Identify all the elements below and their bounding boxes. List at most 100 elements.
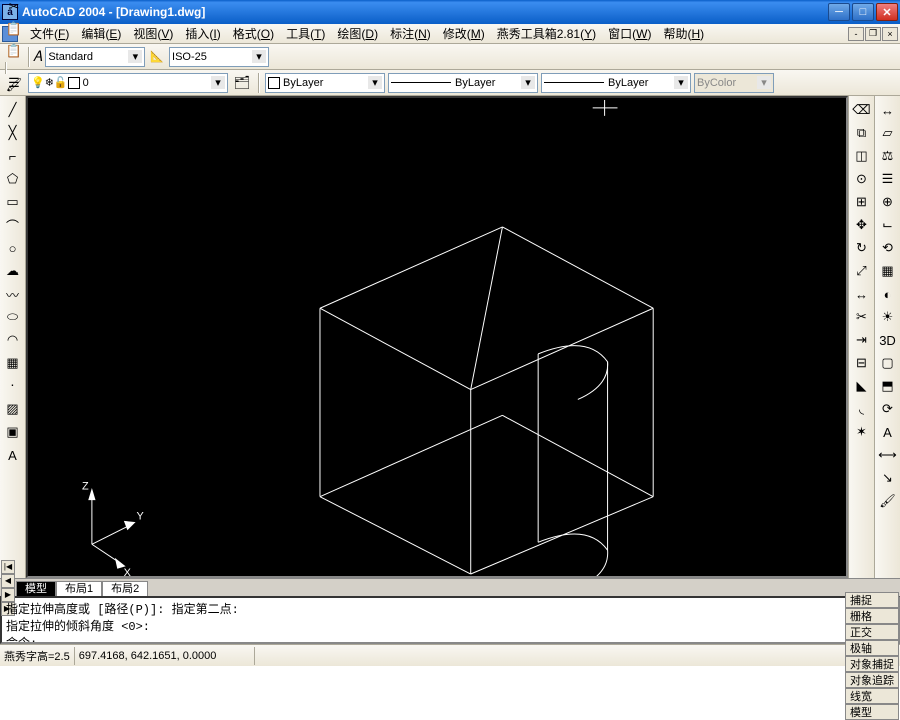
status-toggle-6[interactable]: 线宽 xyxy=(845,688,899,704)
drawing-canvas[interactable]: ZYX xyxy=(26,96,848,578)
std-tool-5[interactable]: ✂ xyxy=(3,0,25,18)
status-toggle-3[interactable]: 极轴 xyxy=(845,640,899,656)
pline-icon[interactable]: ⌐ xyxy=(2,145,24,167)
menu-d[interactable]: 绘图(D) xyxy=(331,27,384,41)
status-toggle-5[interactable]: 对象追踪 xyxy=(845,672,899,688)
layer-toolbar: ☰ 💡❄🔓 0 ▾ 🗂 ByLayer ▾ ByLayer ▾ ByLayer … xyxy=(0,70,900,96)
ellipse-icon[interactable]: ⬭ xyxy=(2,306,24,328)
mirror-icon[interactable]: ◫ xyxy=(851,145,873,167)
layer-manager-button[interactable]: ☰ xyxy=(3,72,25,94)
chevron-down-icon[interactable]: ▾ xyxy=(252,50,266,63)
id-icon[interactable]: ⊕ xyxy=(877,191,899,213)
explode-icon[interactable]: ✶ xyxy=(851,421,873,443)
hide-icon[interactable]: ▦ xyxy=(877,260,899,282)
scale-icon[interactable]: ⤢ xyxy=(851,260,873,282)
circle-icon[interactable]: ○ xyxy=(2,237,24,259)
dim-style-combo[interactable]: ISO-25 ▾ xyxy=(169,47,269,67)
rectangle-icon[interactable]: ▭ xyxy=(2,191,24,213)
status-toggle-0[interactable]: 捕捉 xyxy=(845,592,899,608)
fillet-icon[interactable]: ◟ xyxy=(851,398,873,420)
chevron-down-icon[interactable]: ▾ xyxy=(521,76,535,89)
menu-o[interactable]: 格式(O) xyxy=(227,27,280,41)
mdi-restore[interactable]: ❐ xyxy=(865,27,881,41)
paint-icon[interactable]: 🖌 xyxy=(877,490,899,512)
status-toggle-1[interactable]: 栅格 xyxy=(845,608,899,624)
polygon-icon[interactable]: ⬠ xyxy=(2,168,24,190)
chevron-down-icon[interactable]: ▾ xyxy=(211,76,225,89)
tab-0[interactable]: 模型 xyxy=(16,581,56,596)
chevron-down-icon[interactable]: ▾ xyxy=(674,76,688,89)
point-icon[interactable]: ⋅ xyxy=(2,375,24,397)
spline-icon[interactable]: 〰 xyxy=(2,283,24,305)
layer-combo[interactable]: 💡❄🔓 0 ▾ xyxy=(28,73,228,93)
dist-icon[interactable]: ↔ xyxy=(877,99,899,121)
array-icon[interactable]: ⊞ xyxy=(851,191,873,213)
stretch-icon[interactable]: ↔ xyxy=(851,283,873,305)
status-toggle-2[interactable]: 正交 xyxy=(845,624,899,640)
arc-icon[interactable]: ⌒ xyxy=(2,214,24,236)
menu-f[interactable]: 文件(F) xyxy=(24,27,75,41)
offset-icon[interactable]: ⊙ xyxy=(851,168,873,190)
copy-icon[interactable]: ⧉ xyxy=(851,122,873,144)
menu-t[interactable]: 工具(T) xyxy=(280,27,331,41)
line-icon[interactable]: ╱ xyxy=(2,99,24,121)
chevron-down-icon[interactable]: ▾ xyxy=(128,50,142,63)
box-icon[interactable]: ▢ xyxy=(877,352,899,374)
std-tool-6[interactable]: 📋 xyxy=(3,18,25,40)
ucs-icon[interactable]: ⌙ xyxy=(877,214,899,236)
linetype-combo[interactable]: ByLayer ▾ xyxy=(388,73,538,93)
leader-icon[interactable]: ↘ xyxy=(877,467,899,489)
tab-nav-1[interactable]: ◀ xyxy=(1,574,15,588)
tab-1[interactable]: 布局1 xyxy=(56,581,102,596)
trim-icon[interactable]: ✂ xyxy=(851,306,873,328)
area-icon[interactable]: ▱ xyxy=(877,122,899,144)
std-tool-7[interactable]: 📋 xyxy=(3,40,25,62)
text-icon[interactable]: A xyxy=(2,444,24,466)
ellipsearc-icon[interactable]: ◠ xyxy=(2,329,24,351)
menu-i[interactable]: 插入(I) xyxy=(179,27,226,41)
menu-w[interactable]: 窗口(W) xyxy=(602,27,657,41)
layer-filter-button[interactable]: 🗂 xyxy=(231,72,253,94)
menu-e[interactable]: 编辑(E) xyxy=(75,27,127,41)
revcloud-icon[interactable]: ☁ xyxy=(2,260,24,282)
revolve-icon[interactable]: ⟳ xyxy=(877,398,899,420)
block-icon[interactable]: ▦ xyxy=(2,352,24,374)
mdi-close[interactable]: × xyxy=(882,27,898,41)
color-combo[interactable]: ByLayer ▾ xyxy=(265,73,385,93)
mdi-minimize[interactable]: - xyxy=(848,27,864,41)
chamfer-icon[interactable]: ◣ xyxy=(851,375,873,397)
extend-icon[interactable]: ⇥ xyxy=(851,329,873,351)
maximize-button[interactable]: □ xyxy=(852,3,874,21)
status-toggle-7[interactable]: 模型 xyxy=(845,704,899,720)
render-icon[interactable]: ☀ xyxy=(877,306,899,328)
erase-icon[interactable]: ⌫ xyxy=(851,99,873,121)
hatch-icon[interactable]: ▨ xyxy=(2,398,24,420)
break-icon[interactable]: ⊟ xyxy=(851,352,873,374)
extrude-icon[interactable]: ⬒ xyxy=(877,375,899,397)
menu-m[interactable]: 修改(M) xyxy=(437,27,491,41)
command-window[interactable]: 指定拉伸高度或 [路径(P)]: 指定第二点: 指定拉伸的倾斜角度 <0>: 命… xyxy=(0,596,900,644)
region-icon[interactable]: ▣ xyxy=(2,421,24,443)
rotate-icon[interactable]: ↻ xyxy=(851,237,873,259)
3d-icon[interactable]: 3D xyxy=(877,329,899,351)
lineweight-combo[interactable]: ByLayer ▾ xyxy=(541,73,691,93)
tab-nav-0[interactable]: |◀ xyxy=(1,560,15,574)
mtext-icon[interactable]: A xyxy=(877,421,899,443)
massprop-icon[interactable]: ⚖ xyxy=(877,145,899,167)
menu-v[interactable]: 视图(V) xyxy=(127,27,179,41)
close-button[interactable]: ✕ xyxy=(876,3,898,21)
3dorbit-icon[interactable]: ⟲ xyxy=(877,237,899,259)
menu-n[interactable]: 标注(N) xyxy=(384,27,437,41)
menu-y[interactable]: 燕秀工具箱2.81(Y) xyxy=(491,27,602,41)
menu-h[interactable]: 帮助(H) xyxy=(657,27,710,41)
list-icon[interactable]: ☰ xyxy=(877,168,899,190)
dimension-icon[interactable]: ⟷ xyxy=(877,444,899,466)
move-icon[interactable]: ✥ xyxy=(851,214,873,236)
minimize-button[interactable]: ─ xyxy=(828,3,850,21)
shade-icon[interactable]: ◐ xyxy=(877,283,899,305)
xline-icon[interactable]: ╳ xyxy=(2,122,24,144)
chevron-down-icon[interactable]: ▾ xyxy=(368,76,382,89)
status-toggle-4[interactable]: 对象捕捉 xyxy=(845,656,899,672)
tab-2[interactable]: 布局2 xyxy=(102,581,148,596)
text-style-combo[interactable]: Standard ▾ xyxy=(45,47,145,67)
